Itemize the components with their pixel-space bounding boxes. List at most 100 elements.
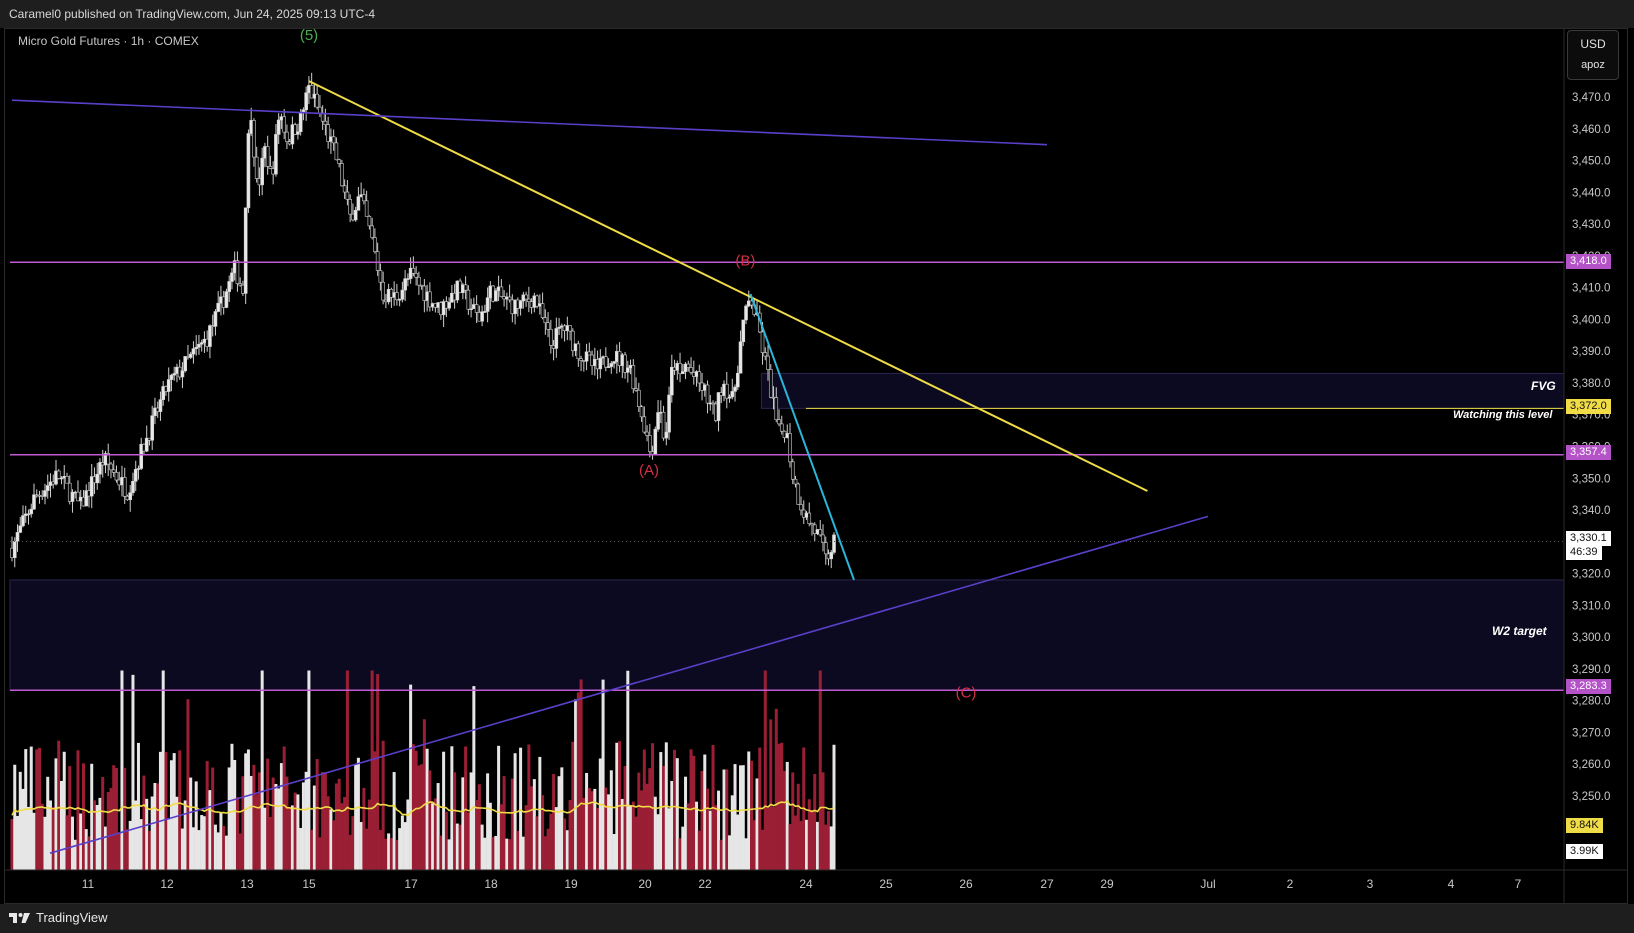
volume-bar <box>590 791 594 870</box>
candle-body <box>274 134 278 175</box>
candle-body <box>131 480 135 493</box>
volume-bar <box>191 827 195 870</box>
x-tick-label: 15 <box>302 877 316 891</box>
fvg-label: FVG <box>1531 379 1556 393</box>
tradingview-brand[interactable]: TradingView <box>9 910 108 925</box>
candle-body <box>604 356 608 368</box>
volume-bar <box>57 740 61 870</box>
volume-bar <box>315 759 319 870</box>
volume-bar <box>403 822 407 870</box>
volume-bar <box>686 803 690 870</box>
volume-bar <box>777 743 781 870</box>
volume-bar <box>684 776 688 870</box>
volume-bar <box>541 795 545 870</box>
volume-bar <box>458 824 462 870</box>
volume-bar <box>224 835 228 870</box>
volume-bar <box>334 783 338 870</box>
candle-body <box>56 470 61 479</box>
y-tick-label: 3,430.0 <box>1572 219 1610 231</box>
y-tick-label: 3,310.0 <box>1572 600 1610 612</box>
volume-bar <box>345 670 349 870</box>
volume-bar <box>87 836 91 870</box>
volume-bar <box>296 794 300 870</box>
volume-bar <box>634 816 638 870</box>
publish-bar: Caramel0 published on TradingView.com, J… <box>0 0 1634 28</box>
volume-bar <box>563 818 567 870</box>
volume-bar <box>502 776 506 870</box>
candle-body <box>543 317 548 324</box>
candle-body <box>21 515 25 527</box>
y-tick-label: 3,410.0 <box>1572 283 1610 295</box>
volume-bar <box>409 684 413 870</box>
price-tag-resistance: 3,418.0 <box>1566 254 1611 269</box>
candle-body <box>419 284 424 287</box>
volume-bar <box>400 815 404 870</box>
x-tick-label: 4 <box>1448 877 1455 891</box>
volume-bar <box>79 813 83 870</box>
candle-body <box>304 92 308 111</box>
candle-body <box>84 490 89 507</box>
volume-bar <box>593 788 597 870</box>
candle-body <box>238 283 242 286</box>
candle-body <box>95 473 100 484</box>
volume-bar <box>772 806 776 870</box>
x-tick-label: Jul <box>1200 877 1215 891</box>
candles-layer <box>10 72 836 569</box>
x-tick-label: 25 <box>879 877 893 891</box>
volume-average-tag: 9.84K <box>1566 818 1603 833</box>
volume-bar <box>439 835 443 870</box>
volume-bar <box>266 758 270 870</box>
volume-bar <box>411 744 415 870</box>
volume-bar <box>604 787 608 870</box>
candle-body <box>414 273 418 278</box>
candle-body <box>373 237 377 252</box>
volume-bar <box>659 752 663 870</box>
volume-bar <box>68 766 72 870</box>
candle-body <box>584 351 589 362</box>
volume-bar <box>755 778 759 870</box>
candle-body <box>340 163 344 187</box>
candle-body <box>680 371 685 375</box>
x-tick-label: 29 <box>1100 877 1114 891</box>
volume-bar <box>552 774 556 870</box>
volume-bar <box>10 819 14 870</box>
volume-bar <box>40 803 44 870</box>
candle-body <box>356 196 361 211</box>
candle-body <box>364 200 369 217</box>
volume-bar <box>420 764 424 870</box>
candle-body <box>395 292 399 301</box>
candle-body <box>235 260 240 284</box>
candle-body <box>823 542 828 555</box>
volume-bar <box>90 763 94 870</box>
volume-bar <box>571 741 575 870</box>
candle-body <box>527 298 531 302</box>
candle-body <box>474 304 479 313</box>
volume-bar <box>821 772 825 870</box>
volume-bar <box>453 772 457 870</box>
currency-selector[interactable]: USD apoz <box>1567 30 1619 80</box>
volume-bar <box>15 815 19 870</box>
volume-bar <box>387 833 391 870</box>
candle-body <box>158 399 163 412</box>
volume-bar <box>367 799 371 870</box>
volume-bar <box>425 748 429 870</box>
candle-body <box>180 370 185 378</box>
volume-bar <box>763 670 767 870</box>
volume-bar <box>442 751 446 870</box>
candle-body <box>447 301 451 309</box>
volume-bar <box>565 830 569 870</box>
volume-bar <box>521 836 525 870</box>
volume-bar <box>527 744 531 870</box>
candle-body <box>774 397 779 420</box>
candle-body <box>642 416 647 433</box>
volume-bar <box>750 760 754 870</box>
volume-bar <box>560 767 564 870</box>
volume-bar <box>741 765 745 870</box>
volume-bar <box>202 816 206 870</box>
candle-body <box>315 93 319 108</box>
candle-body <box>689 367 693 373</box>
volume-bar <box>161 670 165 870</box>
candle-body <box>557 326 561 329</box>
candle-body <box>331 136 336 144</box>
